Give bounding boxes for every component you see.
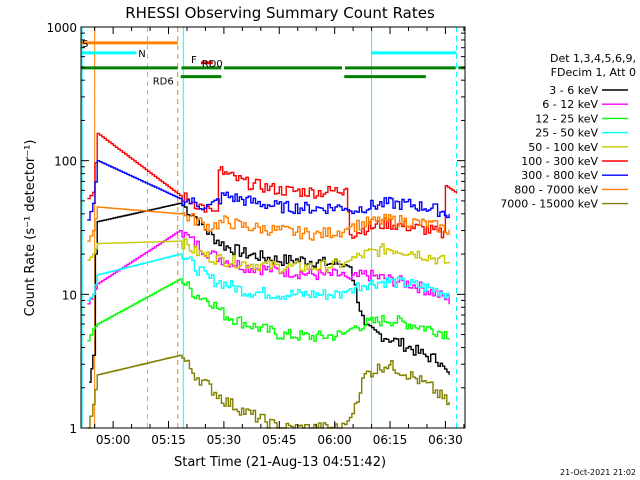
legend-label-8: 7000 - 15000 keV xyxy=(500,198,598,211)
series-line-3 xyxy=(87,253,450,302)
plot-frame xyxy=(80,26,466,429)
y-tick-label-1: 10 xyxy=(62,288,77,302)
flag-label-n: N xyxy=(138,49,145,60)
x-axis-ticks: 05:00 05:15 05:30 05:45 06:00 06:15 06:30 xyxy=(94,27,465,447)
legend-label-5: 100 - 300 keV xyxy=(521,155,598,168)
legend-label-6: 300 - 800 keV xyxy=(521,169,598,182)
legend-label-0: 3 - 6 keV xyxy=(549,84,598,97)
series-line-7 xyxy=(87,206,450,242)
flag-label-rd6: RD6 xyxy=(153,77,174,88)
legend: Det 1,3,4,5,6,9,FDecim 1, Att 0 3 - 6 keV… xyxy=(500,52,636,211)
x-tick-label-1: 05:15 xyxy=(151,433,186,447)
x-tick-label-2: 05:30 xyxy=(207,433,242,447)
x-tick-label-3: 05:45 xyxy=(262,433,297,447)
y-tick-label-0: 1 xyxy=(69,422,77,436)
x-tick-label-5: 06:15 xyxy=(373,433,408,447)
series-line-5 xyxy=(87,132,458,239)
x-axis-label: Start Time (21-Aug-13 04:51:42) xyxy=(174,455,386,470)
legend-label-2: 12 - 25 keV xyxy=(535,112,598,125)
legend-label-3: 25 - 50 keV xyxy=(535,127,598,140)
chart-title: RHESSI Observing Summary Count Rates xyxy=(125,4,435,22)
legend-label-7: 800 - 7000 keV xyxy=(514,183,598,196)
flag-label-f: F xyxy=(191,55,197,66)
series-line-4 xyxy=(87,238,450,274)
series-line-6 xyxy=(87,160,450,221)
legend-label-4: 50 - 100 keV xyxy=(528,141,598,154)
x-tick-label-6: 06:30 xyxy=(428,433,463,447)
y-axis-label: Count Rate (s⁻¹ detector⁻¹) xyxy=(23,140,38,317)
series-lines xyxy=(87,132,458,429)
footer-date: 21-Oct-2021 21:02 xyxy=(560,468,636,477)
legend-header-1: FDecim 1, Att 0 xyxy=(551,66,636,79)
x-tick-label-4: 06:00 xyxy=(317,433,352,447)
series-line-2 xyxy=(87,278,450,342)
y-tick-label-3: 1000 xyxy=(46,21,77,35)
series-line-1 xyxy=(87,229,450,305)
y-tick-label-2: 100 xyxy=(54,155,77,169)
x-tick-label-0: 05:00 xyxy=(96,433,131,447)
flag-label-s: S xyxy=(82,39,88,50)
legend-label-1: 6 - 12 keV xyxy=(542,98,598,111)
flag-label-rd0: RD0 xyxy=(202,59,223,70)
legend-header-0: Det 1,3,4,5,6,9, xyxy=(550,52,636,65)
vertical-markers xyxy=(81,27,458,428)
y-axis-ticks: 1 10 100 1000 xyxy=(46,21,465,436)
flag-annotations: S N F RD0 RD6 xyxy=(81,39,465,88)
